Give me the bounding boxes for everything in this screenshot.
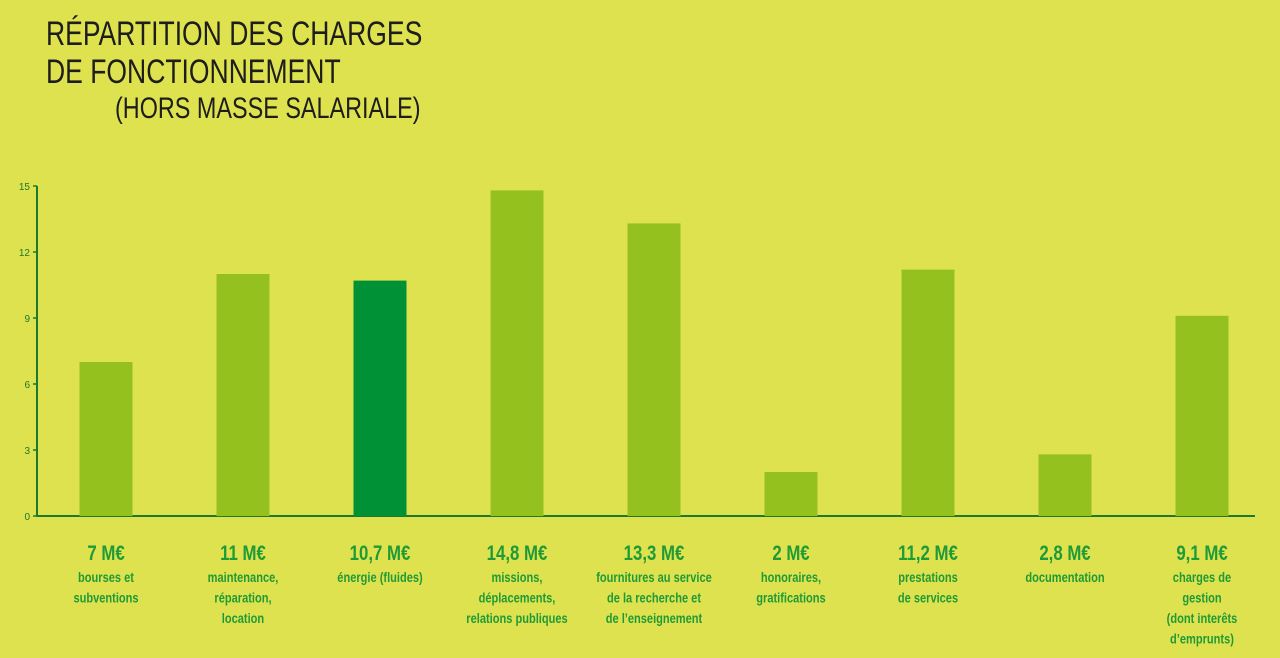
category-label: déplacements, [479, 590, 556, 605]
category-label: location [222, 611, 264, 626]
category-label: charges de [1173, 570, 1232, 585]
bar [901, 269, 955, 516]
chart-title-line-2: DE FONCTIONNEMENT [46, 53, 341, 91]
category-label: gratifications [756, 590, 826, 605]
category-label: subventions [73, 590, 138, 605]
category-label: d’emprunts) [1170, 631, 1234, 646]
y-tick-label: 15 [19, 182, 31, 193]
category-label: fournitures au service [596, 570, 712, 585]
value-label: 9,1 M€ [1176, 542, 1228, 565]
category-label: prestations [898, 570, 958, 585]
category-label: de la recherche et [607, 590, 701, 605]
y-tick-label: 9 [24, 314, 30, 325]
chart-subtitle: (HORS MASSE SALARIALE) [115, 92, 421, 125]
bar [79, 362, 133, 516]
value-label: 2,8 M€ [1039, 542, 1091, 565]
category-label: honoraires, [761, 570, 821, 585]
y-tick-label: 6 [24, 380, 30, 391]
category-label: (dont interêts [1167, 611, 1238, 626]
y-tick-label: 12 [19, 248, 31, 259]
category-label: documentation [1025, 570, 1104, 585]
chart-bars [79, 190, 1229, 516]
category-label: réparation, [214, 590, 271, 605]
category-label: bourses et [78, 570, 134, 585]
value-label: 2 M€ [772, 542, 810, 565]
y-tick-label: 3 [24, 446, 30, 457]
value-label: 10,7 M€ [350, 542, 411, 565]
value-label: 13,3 M€ [624, 542, 685, 565]
category-label: de services [898, 590, 958, 605]
bar [353, 280, 407, 516]
bar [216, 274, 270, 516]
category-label: gestion [1182, 590, 1221, 605]
value-label: 11 M€ [220, 542, 266, 565]
value-label: 14,8 M€ [487, 542, 548, 565]
bar [490, 190, 544, 516]
bar [1038, 454, 1092, 516]
category-label: missions, [491, 570, 542, 585]
category-label: de l’enseignement [606, 611, 702, 626]
y-tick-label: 0 [24, 512, 30, 523]
bar [1175, 315, 1229, 516]
chart-title-line-1: RÉPARTITION DES CHARGES [46, 15, 423, 53]
y-axis-ticks: 0 3 6 9 12 15 [19, 182, 37, 523]
category-label: maintenance, [208, 570, 279, 585]
value-label: 7 M€ [87, 542, 125, 565]
bar [627, 223, 681, 516]
category-label: énergie (fluides) [337, 570, 422, 585]
chart-labels: 7 M€ bourses et subventions 11 M€ maintenanc… [73, 542, 1237, 646]
category-label: relations publiques [466, 611, 567, 626]
value-label: 11,2 M€ [898, 542, 958, 565]
bar [764, 472, 818, 516]
